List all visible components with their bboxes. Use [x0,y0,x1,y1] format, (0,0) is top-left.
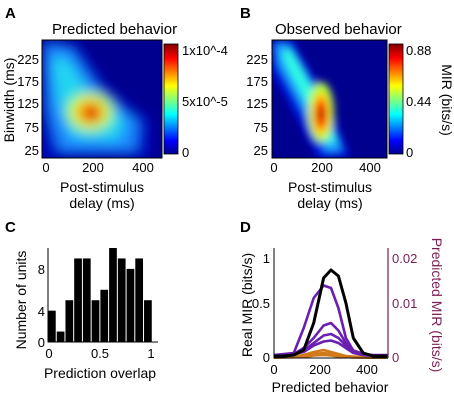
panel-d: D 1 0.5 0 0.02 0.01 0 0 200 400 Predicte… [239,219,445,395]
panel-letter-a: A [5,5,16,22]
panel-d-y-ticks: 1 0.5 0 [252,251,270,365]
heatmap-a [42,40,162,158]
heatmap-b-x-ticks: 0 200 400 [270,160,380,175]
histogram-bar [48,310,56,342]
histogram-bar [135,258,144,342]
panel-c: C 8 4 0 0 0.5 1 Prediction overlap Numbe… [5,219,158,381]
panel-d-x-ticks: 0 200 400 [270,362,377,377]
histogram-c-x-ticks: 0 0.5 1 [45,346,154,361]
heatmap-b-frame [271,39,388,159]
tick-label: 200 [311,160,333,175]
panel-d-lines [273,268,388,360]
tick-label: 0 [38,335,45,350]
panel-b-xlabel-line2: delay (ms) [297,195,362,211]
tick-label: 1 [263,251,270,266]
colorbar-b-label: MIR (bits/s) [439,64,454,136]
tick-label: 175 [246,74,268,89]
tick-label: 8 [38,262,45,277]
tick-label: 0.5 [91,346,109,361]
panel-a-title: Predicted behavior [52,21,177,38]
panel-d-ylabel: Real MIR (bits/s) [239,253,255,357]
tick-label: 0 [406,145,413,160]
panel-a-ylabel: Binwidth (ms) [1,58,17,143]
histogram-bar [144,300,152,342]
tick-label: 5x10^-5 [182,94,228,109]
panel-a: A Predicted behavior 225 175 125 75 25 0 [1,5,228,211]
series-line [273,284,388,357]
panel-b: B Observed behavior 225 175 125 75 25 0 [240,5,454,211]
tick-label: 200 [309,362,331,377]
tick-label: 0 [42,160,49,175]
colorbar-a [163,43,179,155]
histogram-bar [109,248,117,342]
tick-label: 0.02 [392,251,417,266]
tick-label: 225 [17,52,39,67]
tick-label: 0.44 [406,94,431,109]
heatmap-a-frame [41,39,163,159]
histogram-c-bars [48,248,152,342]
tick-label: 0 [263,350,270,365]
tick-label: 0.88 [406,43,431,58]
histogram-bar [65,300,74,342]
tick-label: 25 [25,143,39,158]
tick-label: 0.5 [252,296,270,311]
tick-label: 0.01 [392,296,417,311]
panel-a-xlabel-line1: Post-stimulus [60,179,144,195]
tick-label: 1x10^-4 [182,43,228,58]
tick-label: 25 [254,143,268,158]
histogram-bar [117,258,126,342]
tick-label: 0 [182,145,189,160]
heatmap-b-y-ticks: 225 175 125 75 25 [246,52,268,158]
tick-label: 400 [359,160,381,175]
tick-label: 0 [45,346,52,361]
panel-d-y2label: Predicted MIR (bits/s) [429,238,445,373]
colorbar-b [388,43,404,155]
panel-d-axes [273,248,388,359]
colorbar-a-ticks: 1x10^-4 5x10^-5 0 [182,43,228,160]
panel-a-xlabel-line2: delay (ms) [69,195,134,211]
histogram-bar [56,331,65,342]
panel-letter-d: D [240,219,251,236]
tick-label: 0 [270,160,277,175]
tick-label: 75 [25,120,39,135]
histogram-bar [91,300,100,342]
histogram-bar [82,258,91,342]
panel-c-xlabel: Prediction overlap [44,365,156,381]
histogram-bar [74,258,82,342]
histogram-c-axes [47,248,158,343]
histogram-c-y-ticks: 8 4 0 [38,262,45,350]
tick-label: 125 [17,96,39,111]
tick-label: 175 [17,74,39,89]
panel-letter-b: B [240,5,251,22]
panel-c-ylabel: Number of units [13,251,29,350]
tick-label: 1 [147,346,154,361]
panel-letter-c: C [5,219,16,236]
tick-label: 4 [38,304,45,319]
heatmap-a-x-ticks: 0 200 400 [42,160,153,175]
heatmap-a-y-ticks: 225 175 125 75 25 [17,52,39,158]
tick-label: 225 [246,52,268,67]
tick-label: 125 [246,96,268,111]
series-line [274,268,388,358]
colorbar-b-ticks: 0.88 0.44 0 [406,43,431,160]
tick-label: 0 [392,350,399,365]
tick-label: 400 [132,160,154,175]
panel-b-title: Observed behavior [275,21,402,38]
histogram-bar [126,268,135,342]
panel-b-xlabel-line1: Post-stimulus [288,179,372,195]
tick-label: 200 [82,160,104,175]
histogram-bar [100,289,109,342]
panel-d-y2-ticks: 0.02 0.01 0 [392,251,417,365]
tick-label: 400 [356,362,378,377]
heatmap-b [272,40,387,158]
tick-label: 75 [254,120,268,135]
panel-d-xlabel: Predicted behavior [272,379,389,395]
tick-label: 0 [270,362,277,377]
